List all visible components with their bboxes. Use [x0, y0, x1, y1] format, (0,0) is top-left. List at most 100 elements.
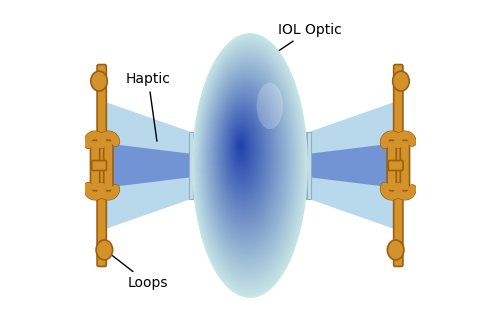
- Ellipse shape: [198, 47, 300, 280]
- Ellipse shape: [194, 39, 304, 290]
- FancyBboxPatch shape: [394, 65, 403, 266]
- Ellipse shape: [202, 57, 294, 266]
- FancyBboxPatch shape: [400, 140, 409, 191]
- Ellipse shape: [239, 143, 242, 149]
- Ellipse shape: [224, 109, 262, 196]
- Ellipse shape: [236, 135, 246, 159]
- Ellipse shape: [196, 41, 303, 287]
- Ellipse shape: [220, 100, 268, 208]
- Ellipse shape: [230, 123, 254, 176]
- Ellipse shape: [229, 120, 256, 181]
- Ellipse shape: [228, 118, 257, 184]
- Ellipse shape: [234, 132, 248, 164]
- Ellipse shape: [237, 139, 244, 155]
- Ellipse shape: [228, 117, 258, 185]
- Ellipse shape: [213, 83, 278, 231]
- Ellipse shape: [216, 88, 274, 223]
- Ellipse shape: [236, 138, 245, 156]
- Ellipse shape: [226, 113, 260, 190]
- Ellipse shape: [202, 58, 293, 264]
- Ellipse shape: [238, 142, 242, 150]
- Ellipse shape: [234, 130, 250, 167]
- Ellipse shape: [216, 89, 274, 222]
- Ellipse shape: [217, 92, 272, 219]
- Ellipse shape: [232, 126, 252, 171]
- Ellipse shape: [231, 124, 253, 174]
- Ellipse shape: [204, 61, 291, 260]
- Ellipse shape: [233, 129, 250, 168]
- Ellipse shape: [209, 72, 284, 245]
- Ellipse shape: [230, 121, 255, 179]
- Ellipse shape: [196, 42, 302, 286]
- Ellipse shape: [204, 62, 290, 258]
- Ellipse shape: [202, 56, 294, 267]
- Ellipse shape: [212, 79, 280, 235]
- Ellipse shape: [256, 83, 283, 129]
- Ellipse shape: [203, 59, 292, 263]
- Ellipse shape: [225, 111, 261, 193]
- FancyBboxPatch shape: [90, 140, 100, 191]
- Ellipse shape: [392, 71, 409, 91]
- Ellipse shape: [212, 81, 278, 232]
- Ellipse shape: [214, 85, 276, 228]
- Ellipse shape: [205, 64, 290, 257]
- Ellipse shape: [220, 98, 268, 210]
- Ellipse shape: [200, 50, 298, 275]
- Ellipse shape: [388, 240, 404, 260]
- Polygon shape: [194, 132, 197, 199]
- Ellipse shape: [224, 110, 262, 194]
- Ellipse shape: [198, 48, 299, 278]
- Ellipse shape: [212, 80, 280, 234]
- Ellipse shape: [224, 106, 264, 199]
- Ellipse shape: [96, 240, 112, 260]
- Ellipse shape: [218, 95, 270, 214]
- Polygon shape: [308, 99, 402, 232]
- Ellipse shape: [235, 133, 248, 163]
- Ellipse shape: [218, 93, 272, 217]
- FancyBboxPatch shape: [92, 161, 106, 170]
- Ellipse shape: [210, 76, 282, 240]
- Ellipse shape: [238, 140, 244, 153]
- Ellipse shape: [208, 70, 286, 248]
- Ellipse shape: [230, 122, 254, 178]
- Polygon shape: [302, 132, 306, 199]
- Text: IOL Optic: IOL Optic: [250, 23, 342, 70]
- Ellipse shape: [196, 43, 302, 284]
- Ellipse shape: [201, 55, 295, 269]
- Ellipse shape: [207, 68, 287, 251]
- Ellipse shape: [91, 71, 108, 91]
- Ellipse shape: [227, 115, 258, 187]
- Ellipse shape: [206, 67, 288, 252]
- Ellipse shape: [200, 52, 296, 272]
- Ellipse shape: [200, 53, 296, 270]
- Polygon shape: [98, 142, 192, 189]
- Ellipse shape: [208, 71, 285, 246]
- Ellipse shape: [232, 125, 252, 173]
- Polygon shape: [308, 132, 310, 199]
- Ellipse shape: [195, 40, 304, 289]
- Ellipse shape: [219, 96, 270, 213]
- FancyBboxPatch shape: [388, 161, 403, 170]
- Ellipse shape: [224, 107, 263, 197]
- Ellipse shape: [204, 60, 292, 261]
- Ellipse shape: [210, 75, 283, 242]
- Ellipse shape: [236, 137, 246, 158]
- Ellipse shape: [206, 66, 288, 254]
- Ellipse shape: [194, 38, 305, 292]
- Ellipse shape: [192, 34, 307, 296]
- Ellipse shape: [236, 134, 247, 161]
- Ellipse shape: [218, 94, 272, 216]
- Ellipse shape: [222, 103, 266, 204]
- Ellipse shape: [192, 33, 308, 298]
- Text: Loops: Loops: [107, 252, 168, 290]
- Ellipse shape: [210, 73, 284, 243]
- Ellipse shape: [211, 77, 282, 239]
- Ellipse shape: [214, 86, 276, 226]
- Ellipse shape: [226, 112, 260, 191]
- Ellipse shape: [212, 78, 281, 237]
- Ellipse shape: [222, 104, 265, 202]
- Text: Haptic: Haptic: [126, 72, 171, 141]
- FancyBboxPatch shape: [104, 140, 113, 191]
- Ellipse shape: [194, 36, 306, 293]
- Ellipse shape: [198, 45, 300, 281]
